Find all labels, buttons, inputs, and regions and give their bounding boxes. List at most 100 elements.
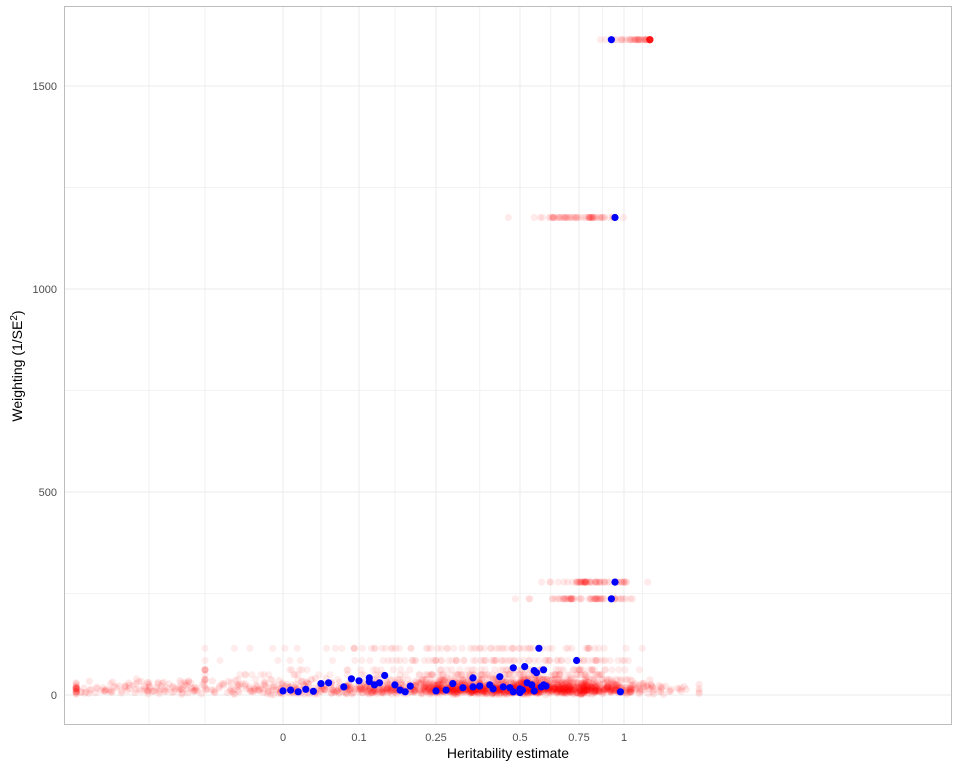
background-point: [135, 685, 143, 693]
background-point: [515, 678, 524, 687]
background-point: [82, 688, 90, 696]
background-point: [113, 684, 121, 692]
background-point: [303, 679, 311, 687]
background-point: [485, 671, 493, 679]
background-point: [466, 689, 474, 697]
background-point: [638, 687, 646, 695]
background-point: [516, 677, 525, 685]
background-point: [98, 686, 106, 695]
background-point: [646, 36, 654, 44]
background-point: [561, 683, 570, 691]
background-point: [181, 681, 189, 689]
background-point: [563, 595, 571, 603]
background-point: [604, 682, 612, 690]
background-point: [594, 682, 602, 690]
background-point: [646, 36, 654, 44]
highlight-point: [302, 685, 310, 693]
background-point: [646, 36, 654, 44]
background-point: [577, 690, 585, 699]
background-point: [632, 684, 640, 692]
background-point: [424, 680, 432, 688]
background-point: [372, 671, 380, 679]
background-point: [275, 676, 283, 685]
background-point: [524, 689, 532, 698]
background-point: [481, 688, 489, 696]
background-point: [364, 687, 372, 695]
background-point: [391, 686, 399, 694]
background-point: [378, 688, 386, 696]
background-point: [556, 687, 564, 695]
background-point: [549, 685, 557, 693]
background-point: [610, 685, 618, 693]
background-point: [562, 687, 570, 695]
background-point: [255, 686, 263, 694]
background-point: [644, 578, 652, 586]
background-point: [590, 677, 598, 686]
background-point: [385, 685, 393, 693]
background-point: [473, 688, 482, 696]
background-point: [620, 578, 628, 586]
background-point: [433, 680, 441, 688]
background-point: [556, 595, 564, 603]
background-point: [436, 680, 444, 688]
background-point: [72, 690, 80, 698]
background-point: [583, 686, 591, 695]
background-point: [589, 671, 597, 679]
background-point: [389, 666, 397, 674]
background-point: [561, 684, 570, 692]
background-point: [606, 688, 614, 696]
background-point: [357, 685, 365, 693]
background-point: [695, 689, 703, 698]
background-point: [117, 689, 125, 697]
background-point: [581, 687, 589, 695]
background-point: [542, 676, 550, 684]
background-point: [637, 680, 645, 688]
background-point: [567, 687, 576, 695]
background-point: [588, 666, 596, 674]
background-point: [583, 682, 591, 690]
background-point: [267, 691, 275, 699]
background-point: [564, 685, 572, 693]
background-point: [505, 670, 513, 679]
background-point: [458, 677, 466, 685]
background-point: [100, 687, 109, 695]
background-point: [451, 685, 459, 694]
background-point: [378, 644, 386, 652]
background-point: [580, 680, 589, 688]
background-point: [635, 681, 643, 689]
background-point: [377, 666, 385, 674]
background-point: [591, 578, 599, 586]
background-point: [589, 213, 598, 222]
background-point: [567, 685, 575, 694]
background-point: [396, 676, 404, 684]
background-point: [263, 690, 271, 698]
background-point: [517, 679, 525, 688]
background-point: [368, 689, 376, 697]
background-point: [121, 682, 129, 690]
highlight-point: [530, 667, 538, 675]
background-point: [573, 689, 582, 697]
background-point: [118, 687, 126, 695]
background-point: [608, 683, 617, 691]
background-point: [592, 595, 600, 603]
background-point: [427, 683, 435, 692]
background-point: [646, 36, 654, 44]
background-point: [594, 671, 602, 679]
background-point: [265, 671, 273, 679]
background-point: [358, 644, 366, 652]
background-point: [569, 679, 577, 687]
background-point: [393, 656, 401, 665]
background-point: [580, 578, 588, 586]
background-point: [427, 671, 435, 679]
background-point: [332, 687, 340, 695]
background-point: [558, 678, 567, 686]
background-point: [589, 656, 597, 665]
background-point: [554, 681, 562, 689]
background-point: [645, 36, 653, 44]
background-point: [577, 680, 585, 688]
background-point: [622, 595, 630, 603]
background-point: [415, 671, 423, 679]
background-point: [122, 683, 130, 691]
background-point: [278, 680, 286, 688]
x-axis-ticks: 0 0.1 0.25 0.5 0.75 1: [280, 732, 627, 744]
